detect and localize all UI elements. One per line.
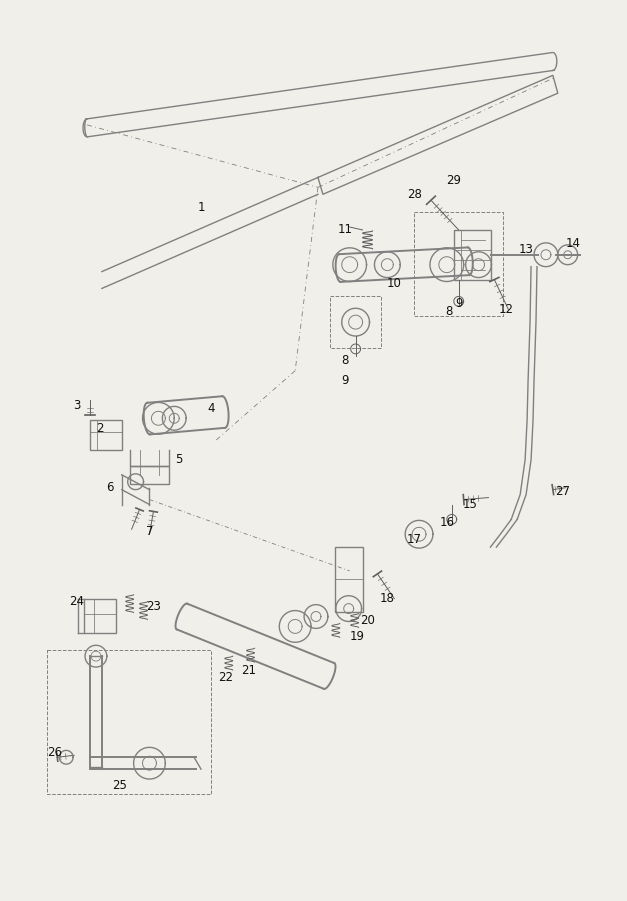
- Text: 20: 20: [360, 614, 375, 627]
- Text: 2: 2: [96, 422, 103, 434]
- Text: 18: 18: [380, 592, 395, 605]
- Text: 6: 6: [106, 481, 113, 494]
- Text: 1: 1: [198, 201, 205, 214]
- Text: 28: 28: [407, 187, 421, 201]
- Bar: [454, 230, 492, 279]
- Bar: [130, 466, 169, 484]
- Text: 29: 29: [446, 174, 461, 187]
- Text: 4: 4: [207, 402, 214, 414]
- Text: 17: 17: [406, 532, 421, 546]
- Text: 21: 21: [241, 663, 256, 677]
- Text: 11: 11: [337, 223, 352, 236]
- Bar: [414, 212, 503, 316]
- Bar: [84, 598, 116, 633]
- Text: 23: 23: [146, 600, 161, 613]
- Text: 10: 10: [387, 277, 402, 290]
- Bar: [90, 420, 122, 450]
- Text: 26: 26: [47, 746, 62, 759]
- Text: 27: 27: [556, 485, 571, 498]
- Text: 16: 16: [440, 516, 455, 529]
- Text: 7: 7: [145, 524, 153, 538]
- Text: 9: 9: [341, 374, 349, 387]
- Text: 3: 3: [73, 399, 81, 412]
- Text: 13: 13: [519, 243, 534, 256]
- Text: 19: 19: [350, 630, 365, 642]
- Text: 8: 8: [445, 305, 453, 318]
- Text: 15: 15: [463, 498, 478, 511]
- Text: 14: 14: [565, 237, 580, 250]
- Bar: [330, 296, 381, 348]
- Text: 5: 5: [176, 453, 183, 467]
- Text: 9: 9: [455, 296, 463, 310]
- Text: 25: 25: [112, 778, 127, 791]
- Text: 8: 8: [341, 354, 349, 368]
- Text: 12: 12: [498, 303, 514, 315]
- Bar: [335, 547, 362, 612]
- Bar: [48, 651, 211, 794]
- Text: 22: 22: [218, 671, 233, 685]
- Text: 24: 24: [70, 596, 85, 608]
